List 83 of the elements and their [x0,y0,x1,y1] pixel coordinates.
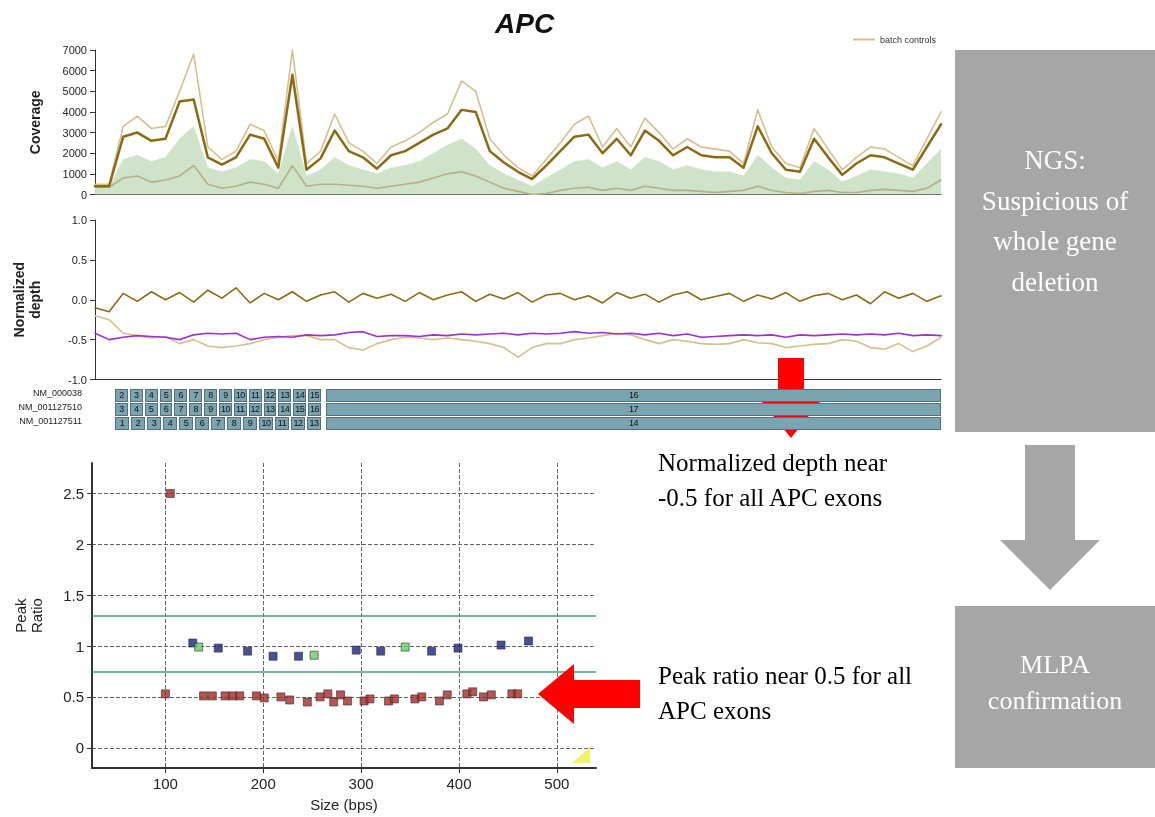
y-tick-label: -0.5 [68,333,87,346]
text: NM_001127510 [17,402,82,412]
point [390,694,399,704]
point [417,692,427,702]
line-series [94,330,942,341]
text: NM_001127511 [18,416,82,426]
y-axis-title: Peak Ratio [11,597,45,634]
point [268,651,278,661]
point [442,690,452,700]
point [302,697,312,707]
y-tick-label: 0 [75,739,84,757]
point [285,695,295,705]
y-tick-label: 1000 [62,167,87,180]
point [165,489,175,498]
legend-label: batch controls [879,34,937,45]
x-axis-title: Size (bps) [310,795,378,813]
y-tick-label: 1.0 [71,214,87,226]
point [427,646,436,656]
y-tick-label: 5000 [62,85,87,98]
y-tick-label: -1.0 [68,373,87,386]
x-tick-label: 200 [250,775,276,793]
point [235,691,245,701]
y-tick-label: 2.5 [63,485,84,503]
chart-title: APC [494,7,555,39]
point [220,691,230,701]
point [213,643,223,653]
y-tick-label: 2000 [62,147,87,160]
point [351,645,361,655]
point [294,651,303,661]
point [453,643,463,653]
point [479,692,488,702]
text: 3 4 5 6 7 8 9 10 11 12 13 14 15 16 17 [119,404,638,414]
x-tick-label: 400 [446,775,472,793]
y-axis-title: Normalized depth [11,262,43,338]
y-tick-label: 1.5 [63,586,84,604]
text: NM_000038 [31,388,82,398]
point [323,689,333,699]
line-series [93,73,943,188]
point [468,687,478,697]
point [365,694,375,704]
point [513,689,523,699]
point [496,640,506,650]
point [486,690,496,700]
text: MLPA confirmation [986,649,1124,718]
y-tick-label: 6000 [62,64,87,77]
point [199,691,208,701]
point [376,646,386,656]
point [259,693,269,703]
line-series [94,314,942,358]
y-tick-label: 0 [80,188,87,201]
x-tick-label: 500 [544,775,570,793]
y-axis-title: Coverage [27,90,43,155]
text: 1 2 3 4 5 6 7 8 9 10 11 12 13 14 [119,418,638,428]
point [207,691,217,701]
line-series [94,49,942,185]
y-tick-label: 7000 [62,44,87,56]
point [243,646,252,656]
y-tick-label: 3000 [62,126,87,139]
point [309,650,319,660]
y-tick-label: 0.0 [71,293,87,306]
y-tick-label: 1 [75,637,84,655]
point [329,697,339,707]
line-series [94,286,942,313]
text: 2 3 4 5 6 7 8 9 10 11 12 13 14 15 16 [119,390,638,400]
x-tick-label: 100 [152,775,178,793]
point [315,692,325,702]
point [194,642,204,652]
point [343,696,352,706]
y-tick-label: 0.5 [71,253,87,266]
point [252,691,261,701]
point [400,642,410,652]
text: NGS: Suspicious of whole gene deletion [980,144,1130,299]
point [276,692,286,702]
point [161,689,170,699]
y-tick-label: 2 [75,535,84,553]
y-tick-label: 4000 [62,105,87,118]
y-tick-label: 0.5 [63,688,84,706]
text: Normalized depth near -0.5 for all APC exons [658,448,889,513]
point [435,696,444,706]
text: Peak ratio near 0.5 for all APC exons [658,661,914,726]
point [524,636,533,646]
x-tick-label: 300 [348,775,374,793]
point [336,690,345,700]
